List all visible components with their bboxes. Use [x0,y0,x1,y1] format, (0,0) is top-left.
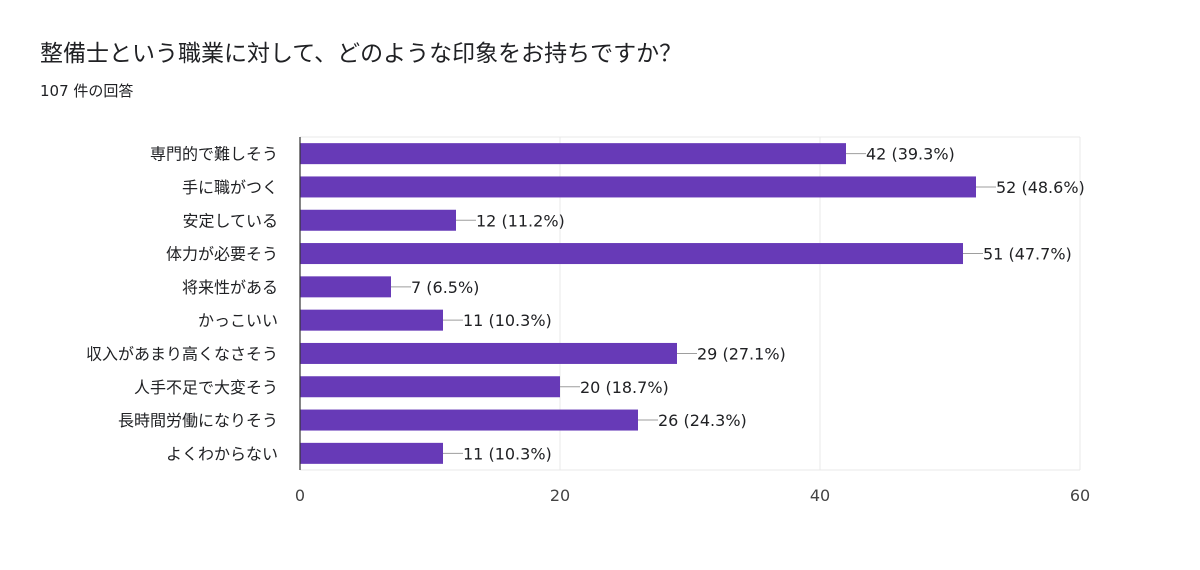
x-axis-ticks: 0 20 40 60 [295,486,1090,505]
x-tick-label-40: 40 [810,486,830,505]
category-label: 人手不足で大変そう [134,378,278,397]
x-tick-label-60: 60 [1070,486,1090,505]
bars: 42 (39.3%) 52 (48.6%) 12 (11.2%) 51 (47.7%)… [300,143,1085,464]
category-label: よくわからない [166,444,278,463]
bar [300,143,846,165]
category-label: 収入があまり高くなさそう [86,344,278,363]
x-tick-label-0: 0 [295,486,305,505]
gridlines [300,136,1081,471]
bar [300,209,456,231]
bar [300,276,391,298]
bar [300,309,443,331]
value-label: 11 (10.3%) [463,311,552,330]
category-label: かっこいい [198,311,278,330]
value-label: 26 (24.3%) [658,411,747,430]
category-label: 安定している [182,211,278,230]
category-label: 体力が必要そう [166,245,278,264]
bar [300,376,560,398]
value-label: 12 (11.2%) [476,211,565,230]
value-label: 51 (47.7%) [983,245,1072,264]
value-label: 29 (27.1%) [697,344,786,363]
x-tick-label-20: 20 [550,486,570,505]
category-label: 専門的で難しそう [150,145,278,164]
category-labels: 専門的で難しそう手に職がつく安定している体力が必要そう将来性があるかっこいい収入… [86,145,278,464]
bar [300,243,963,265]
question-title: 整備士という職業に対して、どのような印象をお持ちですか？ [40,41,683,67]
value-label: 11 (10.3%) [463,444,552,463]
bar [300,342,677,364]
value-label: 20 (18.7%) [580,378,669,397]
value-label: 7 (6.5%) [411,278,479,297]
category-label: 手に職がつく [182,178,278,197]
bar [300,176,976,198]
bar [300,409,638,431]
bar [300,442,443,464]
category-label: 長時間労働になりそう [118,411,278,430]
category-label: 将来性がある [182,278,278,297]
value-label: 42 (39.3%) [866,145,955,164]
response-count: 107 件の回答 [40,82,134,100]
value-label: 52 (48.6%) [996,178,1085,197]
